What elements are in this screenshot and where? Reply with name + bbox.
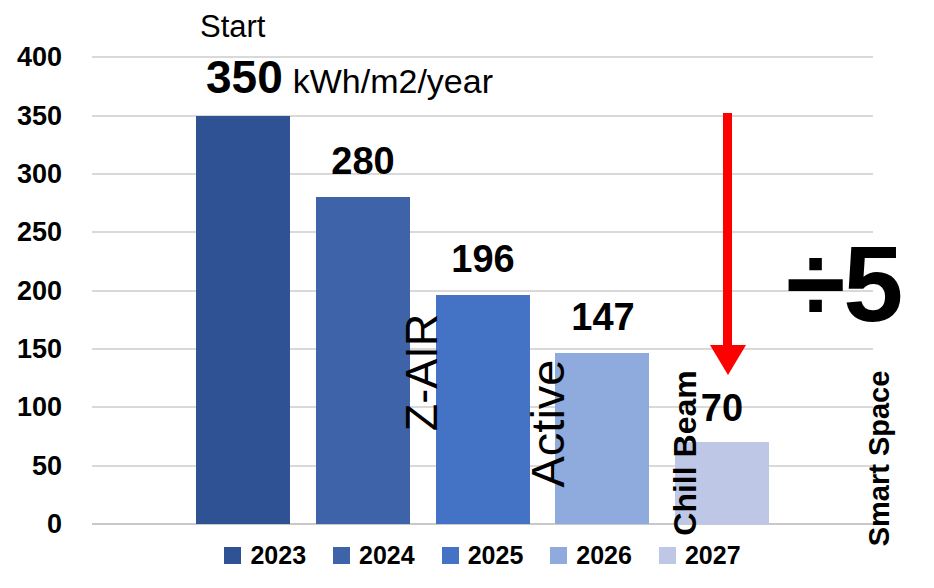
y-tick-200: 200	[0, 278, 62, 305]
legend: 2023 2024 2025 2026 2027	[92, 543, 873, 568]
legend-label: 2023	[250, 543, 306, 568]
red-down-arrow-shaft	[723, 113, 732, 345]
legend-label: 2027	[685, 543, 741, 568]
division-by-five-annotation: ÷5	[786, 230, 901, 338]
legend-item-2024: 2024	[333, 543, 415, 568]
bar-tech-label-z-air: Z-AIR	[399, 314, 444, 432]
legend-swatch-icon	[333, 547, 350, 564]
start-value-line: 350 kWh/m2/year	[206, 52, 493, 103]
y-tick-50: 50	[0, 453, 62, 480]
start-unit: kWh/m2/year	[293, 63, 493, 100]
y-tick-350: 350	[0, 103, 62, 130]
y-tick-250: 250	[0, 219, 62, 246]
bar-value-label-2024: 280	[303, 142, 423, 180]
y-tick-300: 300	[0, 161, 62, 188]
bar-chart: 400 350 300 250 200 150 100 50 0 280 196…	[0, 0, 934, 588]
start-value: 350	[206, 52, 283, 103]
y-tick-100: 100	[0, 394, 62, 421]
y-tick-0: 0	[0, 511, 62, 538]
bar-tech-label-active: Active	[524, 360, 571, 488]
legend-label: 2026	[576, 543, 632, 568]
legend-item-2023: 2023	[224, 543, 306, 568]
legend-item-2027: 2027	[659, 543, 741, 568]
chart-title-start: Start	[200, 10, 265, 44]
y-tick-400: 400	[0, 44, 62, 71]
bar-tech-label-chill-beam: Chill Beam	[669, 370, 701, 535]
bar-value-label-2025: 196	[423, 240, 543, 278]
legend-label: 2024	[359, 543, 415, 568]
bar-2023	[196, 116, 290, 524]
bar-2025	[436, 295, 530, 524]
legend-item-2026: 2026	[550, 543, 632, 568]
legend-swatch-icon	[224, 547, 241, 564]
legend-item-2025: 2025	[442, 543, 524, 568]
bar-value-label-2026: 147	[543, 298, 663, 336]
legend-swatch-icon	[550, 547, 567, 564]
y-tick-150: 150	[0, 336, 62, 363]
legend-swatch-icon	[442, 547, 459, 564]
bar-tech-label-smart-space: Smart Space	[865, 371, 894, 547]
legend-label: 2025	[468, 543, 524, 568]
red-down-arrow-head-icon	[710, 345, 746, 375]
legend-swatch-icon	[659, 547, 676, 564]
